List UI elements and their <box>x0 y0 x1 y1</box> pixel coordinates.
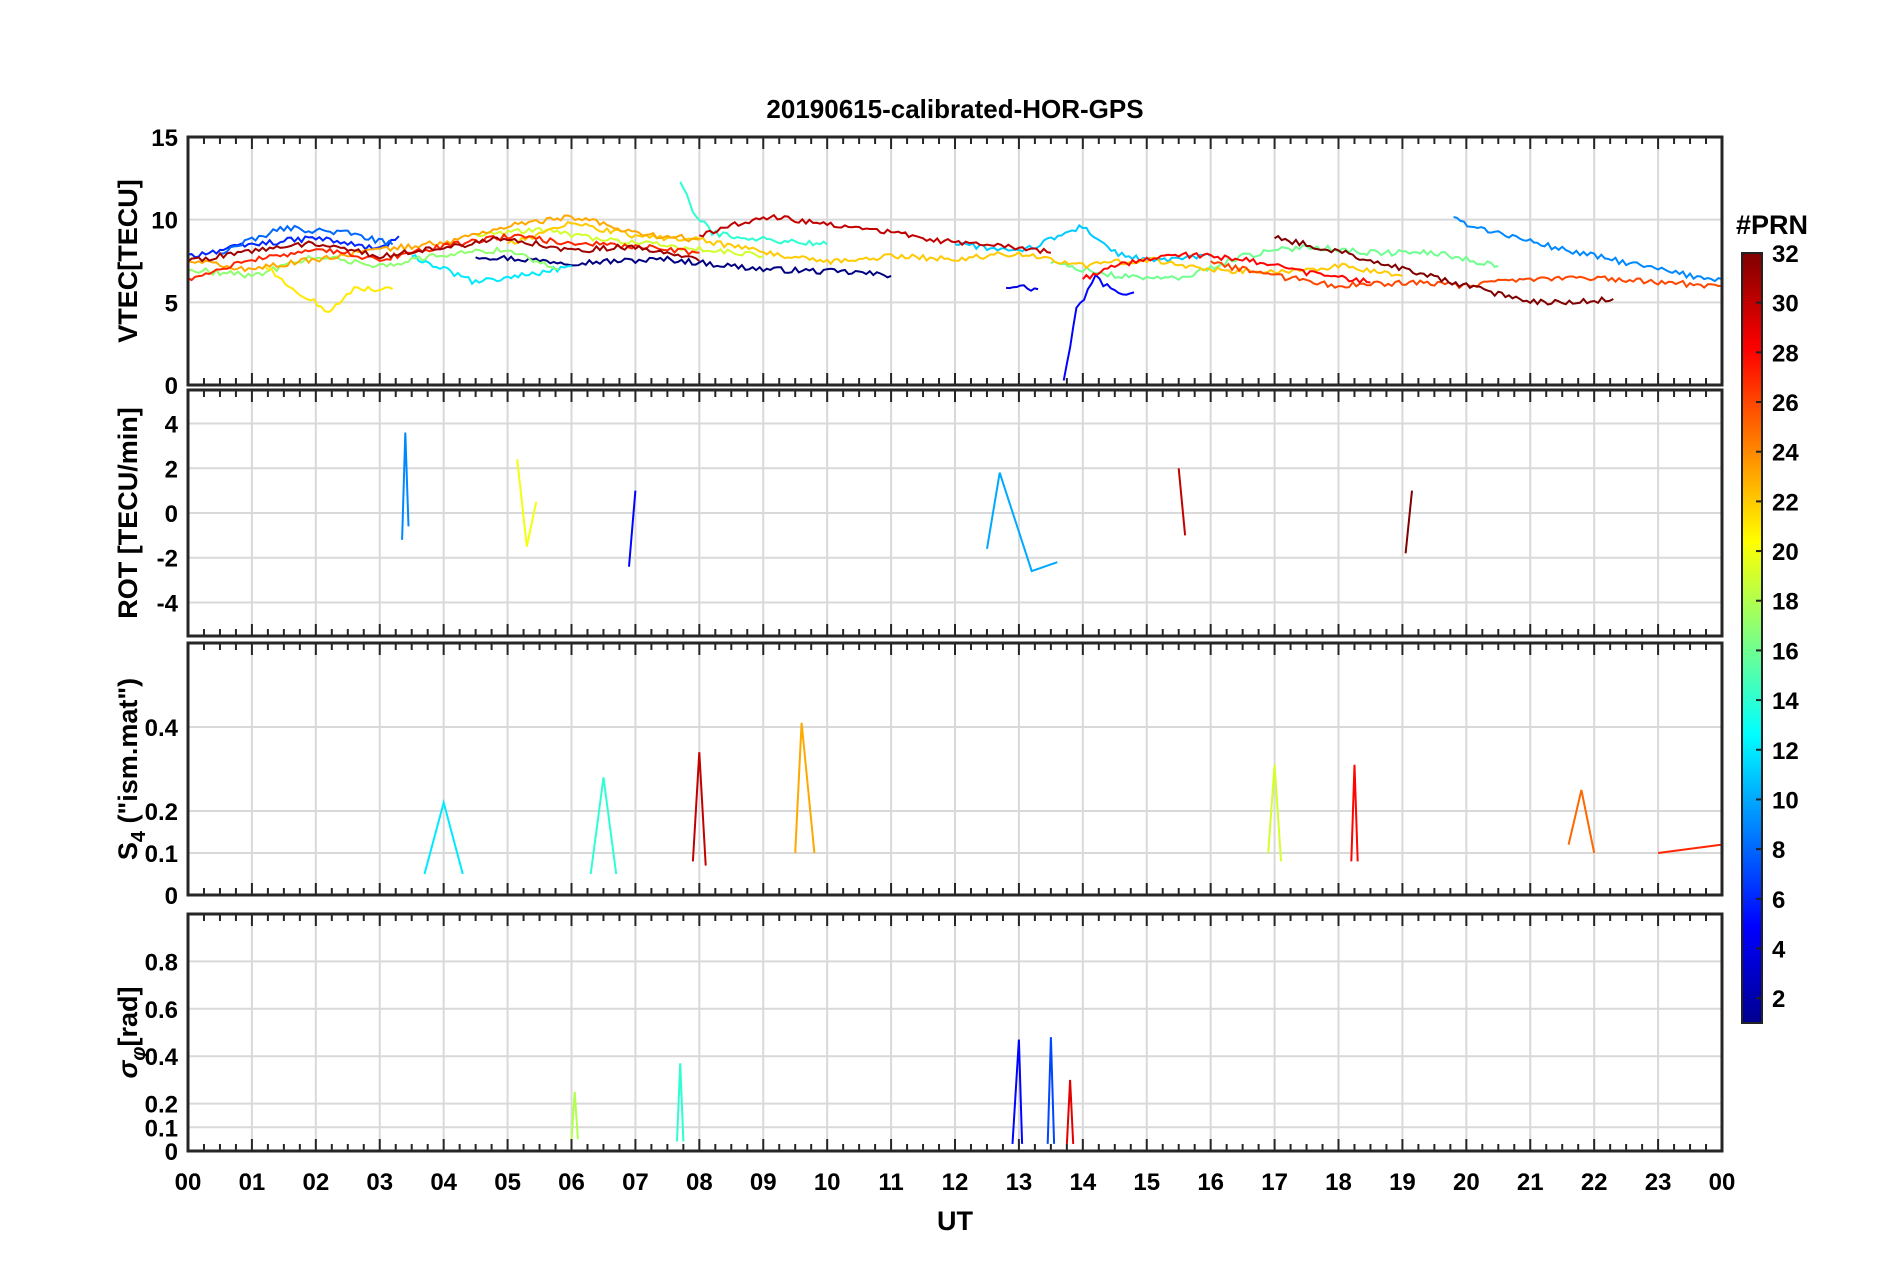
y-tick-label: 15 <box>151 125 178 152</box>
x-tick-label: 11 <box>878 1169 903 1196</box>
series-line-prn-28 <box>1351 765 1357 862</box>
x-tick-label: 18 <box>1325 1169 1352 1196</box>
y-axis-label: ROT [TECU/min] <box>113 407 143 618</box>
colorbar-tick-label: 28 <box>1772 340 1799 367</box>
x-tick-label: 22 <box>1581 1169 1608 1196</box>
colorbar-tick-label: 6 <box>1772 887 1785 914</box>
series-line-prn-29 <box>1067 1080 1073 1144</box>
colorbar-tick-label: 2 <box>1772 986 1785 1013</box>
x-tick-label: 13 <box>1006 1169 1033 1196</box>
colorbar-tick-label: 30 <box>1772 291 1799 318</box>
x-tick-label: 23 <box>1645 1169 1672 1196</box>
series-line-prn-25 <box>1569 790 1595 853</box>
series-line-prn-10 <box>987 473 1057 571</box>
y-tick-label: 0 <box>165 883 178 910</box>
colorbar-tick-label: 32 <box>1772 241 1799 268</box>
x-axis: 00 01 02 03 04 05 06 07 08 09 10 11 12 13 14 15 16 17 18 19… <box>175 1169 1736 1196</box>
y-axis-label: VTEC[TECU] <box>113 179 143 343</box>
colorbar-tick-label: 22 <box>1772 489 1799 516</box>
series-line-prn-23 <box>795 723 814 853</box>
y-tick-label: -4 <box>157 590 179 617</box>
series-line-prn-14 <box>677 1063 683 1141</box>
x-tick-label: 09 <box>750 1169 777 1196</box>
x-tick-label: 07 <box>622 1169 649 1196</box>
vtec-panel: 0 5 10 15 VTEC[TECU] <box>113 125 1722 400</box>
sigma-panel: 00.10.2 0.4 0.6 0.8 σφ[rad] <box>113 914 1722 1166</box>
colorbar-tick-label: 8 <box>1772 837 1785 864</box>
x-tick-label: 10 <box>814 1169 841 1196</box>
series-line-prn-9 <box>1454 217 1722 281</box>
colorbar-scale <box>1742 253 1762 1023</box>
colorbar-tick-label: 12 <box>1772 738 1799 765</box>
x-tick-label: 06 <box>558 1169 585 1196</box>
x-tick-label: 00 <box>175 1169 202 1196</box>
rot-panel: -4 -2 0 2 4 ROT [TECU/min] <box>113 390 1722 636</box>
colorbar-tick-label: 14 <box>1772 688 1799 715</box>
series-group <box>425 723 1723 874</box>
x-tick-label: 00 <box>1709 1169 1736 1196</box>
colorbar-tick-label: 24 <box>1772 440 1799 467</box>
colorbar-tick-label: 18 <box>1772 589 1799 616</box>
x-tick-label: 16 <box>1197 1169 1224 1196</box>
series-line-prn-27 <box>1658 845 1722 853</box>
y-tick-label: 0 <box>165 1139 178 1166</box>
colorbar-tick-label: 16 <box>1772 638 1799 665</box>
x-tick-label: 08 <box>686 1169 713 1196</box>
y-tick-label: 0.1 <box>145 841 178 868</box>
x-tick-label: 14 <box>1069 1169 1096 1196</box>
y-tick-label: 0.2 <box>145 799 178 826</box>
colorbar-tick-label: 4 <box>1772 936 1786 963</box>
series-line-prn-9 <box>402 433 408 540</box>
x-axis-label: UT <box>937 1206 973 1236</box>
y-tick-label: 5 <box>165 290 178 317</box>
x-tick-label: 03 <box>366 1169 393 1196</box>
x-tick-label: 21 <box>1517 1169 1544 1196</box>
colorbar-label: #PRN <box>1736 210 1808 240</box>
x-tick-label: 01 <box>239 1169 266 1196</box>
y-tick-label: 0.6 <box>145 997 178 1024</box>
series-line-prn-30 <box>1179 468 1185 535</box>
y-tick-label: 0.1 <box>145 1115 178 1142</box>
y-tick-label: 2 <box>165 456 178 483</box>
colorbar-tick-label: 10 <box>1772 787 1799 814</box>
y-tick-label: 4 <box>165 412 179 439</box>
series-line-prn-14 <box>591 777 617 874</box>
x-tick-label: 20 <box>1453 1169 1480 1196</box>
x-tick-label: 04 <box>430 1169 457 1196</box>
series-group <box>402 433 1412 572</box>
x-tick-label: 17 <box>1261 1169 1288 1196</box>
series-line-prn-32 <box>1406 491 1412 554</box>
colorbar-tick-label: 26 <box>1772 390 1799 417</box>
x-tick-label: 19 <box>1389 1169 1416 1196</box>
y-tick-label: 0.4 <box>145 715 179 742</box>
y-tick-label: 10 <box>151 208 178 235</box>
series-line-prn-20 <box>517 459 536 546</box>
colorbar-tick-label: 20 <box>1772 539 1799 566</box>
chart-title: 20190615-calibrated-HOR-GPS <box>766 94 1143 124</box>
series-line-prn-21 <box>265 266 393 312</box>
y-tick-label: 0 <box>165 501 178 528</box>
y-tick-label: 0.2 <box>145 1092 178 1119</box>
y-tick-label: -2 <box>157 546 178 573</box>
y-tick-label: 0 <box>165 373 178 400</box>
series-line-prn-5 <box>1064 275 1134 381</box>
x-tick-label: 12 <box>942 1169 969 1196</box>
x-tick-label: 05 <box>494 1169 521 1196</box>
figure: 20190615-calibrated-HOR-GPS 051015VTEC[T… <box>0 0 1902 1272</box>
x-tick-label: 02 <box>302 1169 329 1196</box>
s4-panel: 0 0.1 0.2 0.4S4 ("ism.mat") <box>113 643 1722 910</box>
series-line-prn-4 <box>1006 285 1038 290</box>
x-tick-label: 15 <box>1133 1169 1160 1196</box>
y-tick-label: 0.8 <box>145 949 178 976</box>
y-axis-label: S4 ("ism.mat") <box>113 678 150 860</box>
